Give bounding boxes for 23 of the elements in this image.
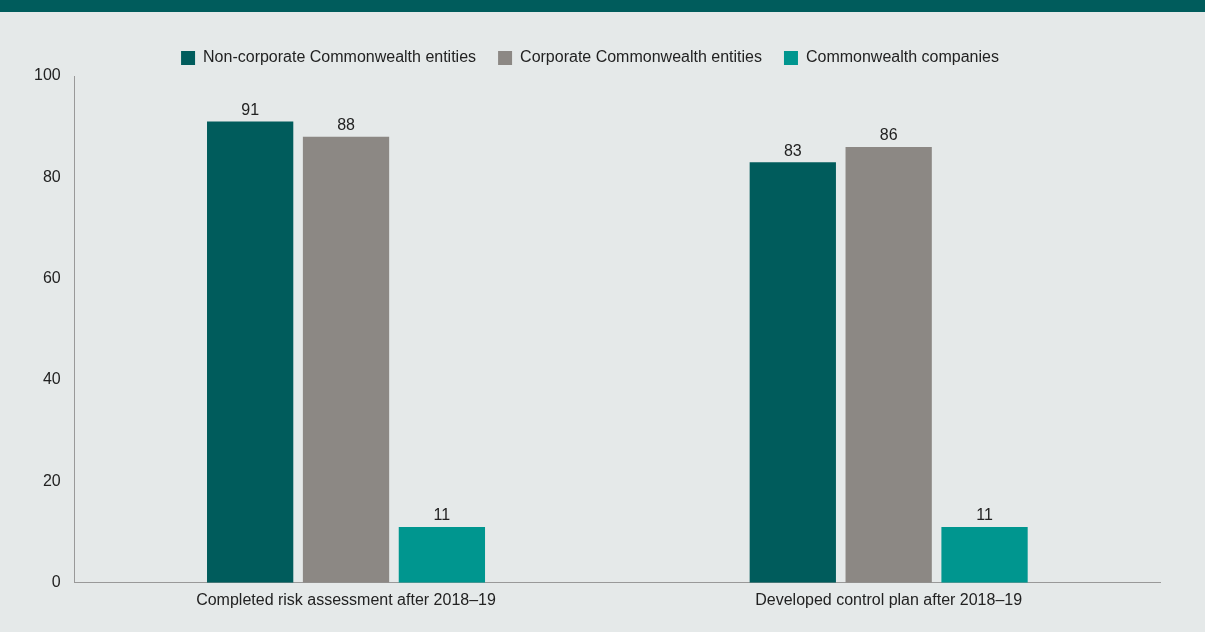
y-tick-label: 40 — [42, 370, 61, 388]
y-tick-label: 20 — [42, 471, 61, 489]
data-label: 86 — [879, 126, 898, 144]
y-tick-label: 0 — [51, 573, 61, 591]
bar — [398, 527, 486, 583]
bar — [302, 136, 390, 583]
x-tick-label: Completed risk assessment after 2018–19 — [196, 590, 496, 608]
data-label: 88 — [337, 116, 356, 134]
legend-label: Non-corporate Commonwealth entities — [203, 48, 477, 66]
bar — [845, 146, 932, 583]
y-tick-label: 80 — [42, 167, 61, 185]
x-tick-label: Developed control plan after 2018–19 — [755, 590, 1023, 608]
bar — [749, 162, 836, 583]
bar — [941, 527, 1028, 583]
y-tick-label: 60 — [42, 269, 61, 287]
data-label: 91 — [241, 101, 260, 119]
data-label: 83 — [783, 141, 802, 159]
legend-label: Corporate Commonwealth entities — [520, 48, 762, 66]
data-label: 11 — [976, 506, 993, 524]
y-tick-label: 100 — [33, 66, 61, 84]
data-label: 11 — [433, 506, 451, 524]
legend-label: Commonwealth companies — [805, 48, 999, 66]
bar — [207, 121, 294, 583]
